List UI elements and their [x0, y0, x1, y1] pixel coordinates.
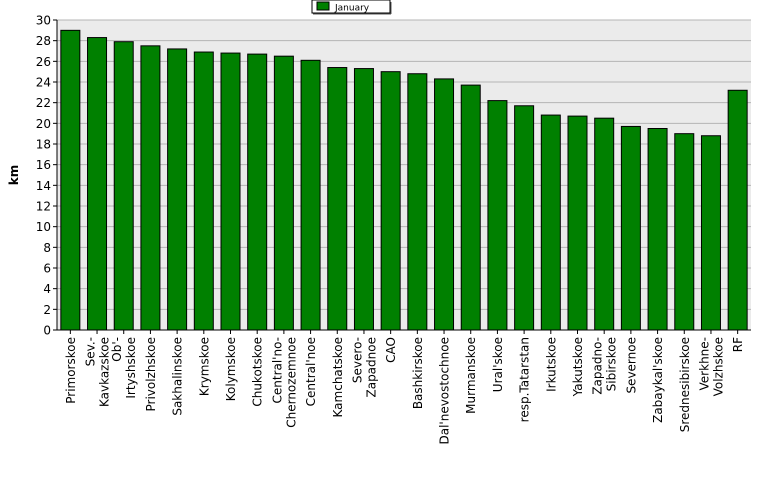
x-tick-label: Severo- — [350, 337, 364, 383]
x-tick-label: resp.Tatarstan — [518, 337, 532, 422]
x-tick-label: CAO — [384, 337, 398, 363]
bar — [300, 59, 321, 331]
x-tick-label: Privolzhskoe — [144, 337, 158, 411]
y-tick-label: 22 — [36, 96, 51, 110]
bar — [273, 55, 294, 331]
bar — [167, 48, 188, 331]
x-tick-label: Sibirskoe — [605, 337, 619, 391]
y-tick-label: 6 — [43, 262, 51, 276]
x-tick-label: Krymskoe — [197, 337, 211, 396]
y-tick-label: 28 — [36, 34, 51, 48]
y-tick-label: 26 — [36, 55, 51, 69]
x-tick-label: Volzhskoe — [711, 337, 725, 396]
x-tick-label: Yakutskoe — [571, 337, 585, 397]
x-tick-label: Dal'nevostochnoe — [438, 337, 452, 445]
bar — [327, 67, 348, 331]
x-tick-label: Primorskoe — [64, 337, 78, 404]
legend-label: January — [334, 4, 370, 14]
bar — [434, 78, 455, 331]
bar — [60, 29, 81, 331]
x-tick-label: Bashkirskoe — [411, 337, 425, 409]
bar — [727, 89, 748, 331]
bars — [60, 29, 748, 331]
y-tick-label: 2 — [43, 303, 51, 317]
y-tick-label: 4 — [43, 282, 51, 296]
y-tick-label: 16 — [36, 158, 51, 172]
x-tick-label: Sakhalinskoe — [171, 337, 185, 416]
bar — [247, 53, 268, 331]
legend-box — [311, 0, 391, 14]
x-tick-label: Zapadno- — [591, 337, 605, 395]
bar — [460, 84, 481, 331]
x-tick-label: Ob'- — [110, 337, 124, 362]
bar — [594, 117, 615, 331]
y-tick-label: 8 — [43, 241, 51, 255]
bar — [487, 100, 508, 331]
legend-swatch — [316, 1, 330, 11]
bar — [620, 125, 641, 331]
x-tick-label: Ural'skoe — [491, 337, 505, 392]
y-tick-label: 10 — [36, 220, 51, 234]
y-axis-title: km — [7, 165, 21, 185]
bar — [353, 68, 374, 331]
x-tick-label: Chukotskoe — [251, 337, 265, 407]
bar — [700, 135, 721, 331]
x-tick-label: Chernozemnoe — [284, 337, 298, 428]
bar — [647, 128, 668, 331]
x-tick-label: Sev.- — [84, 337, 98, 366]
y-tick-label: 20 — [36, 117, 51, 131]
bar — [567, 115, 588, 331]
x-tick-label: Kamchatskoe — [331, 337, 345, 417]
x-tick-label: Murmanskoe — [464, 337, 478, 414]
bar — [674, 133, 695, 331]
x-tick-label: Central'noe — [304, 337, 318, 406]
bar — [140, 45, 161, 331]
bar — [514, 105, 535, 331]
y-tick-label: 30 — [36, 14, 51, 28]
bar — [380, 71, 401, 331]
bar — [540, 114, 561, 331]
x-tick-label: Srednesibirskoe — [678, 337, 692, 432]
legend: January — [311, 0, 392, 15]
x-tick-label: Kolymskoe — [224, 337, 238, 401]
y-tick-label: 0 — [43, 324, 51, 338]
bar — [113, 41, 134, 331]
x-tick-label: Verkhne- — [697, 337, 711, 390]
y-tick-label: 14 — [36, 179, 51, 193]
x-tick-label: Central'no- — [270, 337, 284, 404]
y-tick-label: 24 — [36, 76, 51, 90]
x-tick-label: Zapadnoe — [364, 337, 378, 398]
y-tick-label: 18 — [36, 138, 51, 152]
bar — [220, 52, 241, 331]
axes — [56, 20, 751, 331]
x-tick-label: Kavkazskoe — [98, 337, 112, 407]
x-tick-label: RF — [731, 337, 745, 352]
x-tick-label: Zabaykal'skoe — [651, 337, 665, 423]
plot-area-background — [57, 20, 751, 330]
bar — [407, 73, 428, 331]
x-tick-label: Irtyshskoe — [124, 337, 138, 399]
bar — [193, 51, 214, 331]
x-tick-label: Irkutskoe — [544, 337, 558, 392]
x-tick-label: Severnoe — [624, 337, 638, 394]
y-tick-label: 12 — [36, 200, 51, 214]
bar — [87, 37, 108, 331]
